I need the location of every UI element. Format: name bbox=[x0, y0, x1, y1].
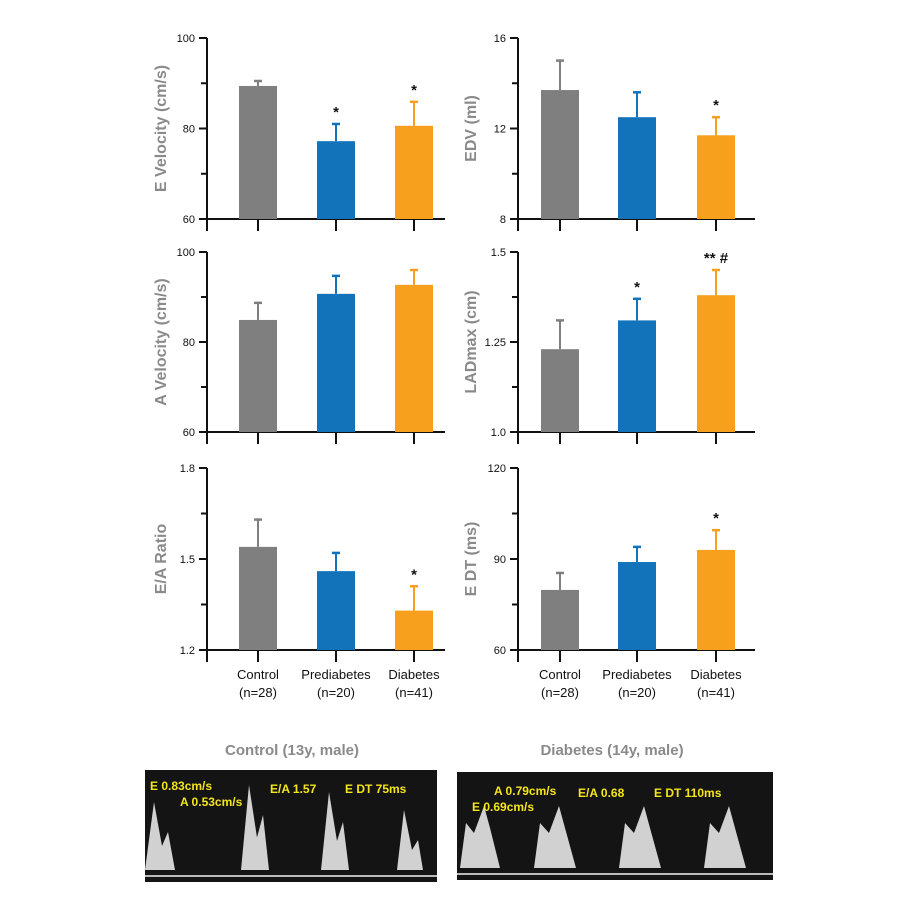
y-tick-label: 90 bbox=[494, 554, 506, 566]
doppler-measurement: E DT 110ms bbox=[654, 786, 722, 800]
doppler-measurement: E 0.83cm/s bbox=[150, 779, 212, 793]
y-tick-label: 8 bbox=[500, 214, 506, 226]
bar-control bbox=[239, 546, 277, 650]
y-tick-label: 1.8 bbox=[180, 463, 195, 475]
y-axis-label: A Velocity (cm/s) bbox=[153, 278, 170, 405]
doppler-image-diabetes: A 0.79cm/s E 0.69cm/s E/A 0.68 E DT 110ms bbox=[457, 772, 773, 880]
bar-control bbox=[541, 349, 579, 432]
doppler-title: Diabetes (14y, male) bbox=[540, 742, 683, 759]
panel-a-velocity-cm-s-: 60 80 100 A Velocity (cm/s) bbox=[153, 247, 445, 444]
significance-marker: * bbox=[634, 279, 640, 296]
category-label: Prediabetes bbox=[301, 667, 371, 682]
y-axis-label: EDV (ml) bbox=[463, 95, 480, 162]
doppler-measurement: A 0.79cm/s bbox=[494, 784, 557, 798]
bar-diabetes bbox=[697, 295, 735, 432]
bar-diabetes bbox=[395, 610, 433, 650]
doppler-measurement: E/A 1.57 bbox=[270, 782, 317, 796]
significance-marker: * bbox=[333, 104, 339, 121]
category-label: Diabetes bbox=[690, 667, 742, 682]
bar-control bbox=[239, 85, 277, 219]
y-axis-label: E DT (ms) bbox=[463, 522, 480, 597]
bar-prediabetes bbox=[618, 562, 656, 650]
panel-edv-ml-: 8 12 16 EDV (ml) * bbox=[463, 33, 755, 231]
y-axis-label: E Velocity (cm/s) bbox=[153, 65, 170, 192]
doppler-wave bbox=[619, 806, 661, 868]
doppler-wave bbox=[397, 810, 423, 870]
doppler-wave bbox=[460, 806, 500, 868]
doppler-background bbox=[145, 770, 437, 882]
y-tick-label: 1.5 bbox=[491, 247, 506, 259]
bar-diabetes bbox=[697, 549, 735, 650]
bar-diabetes bbox=[697, 135, 735, 219]
y-tick-label: 16 bbox=[494, 33, 506, 45]
panel-e-a-ratio: 1.2 1.5 1.8 E/A Ratio * Control (n=28) Prediabe… bbox=[153, 463, 445, 700]
y-axis-label: E/A Ratio bbox=[153, 524, 170, 595]
doppler-measurement: E DT 75ms bbox=[345, 782, 407, 796]
panel-e-dt-ms-: 60 90 120 E DT (ms) * Control (n=28) Prediabete… bbox=[463, 463, 755, 700]
bar-control bbox=[541, 90, 579, 219]
doppler-wave bbox=[321, 792, 349, 870]
panel-ladmax-cm-: 1.0 1.25 1.5 LADmax (cm) * ** # bbox=[463, 247, 755, 444]
y-tick-label: 100 bbox=[177, 247, 195, 259]
y-tick-label: 120 bbox=[488, 463, 506, 475]
category-n: (n=28) bbox=[239, 685, 277, 700]
category-n: (n=20) bbox=[618, 685, 656, 700]
doppler-wave bbox=[704, 806, 746, 868]
category-n: (n=28) bbox=[541, 685, 579, 700]
bar-prediabetes bbox=[317, 141, 355, 219]
doppler-wave bbox=[145, 802, 175, 870]
doppler-title: Control (13y, male) bbox=[225, 742, 359, 759]
y-tick-label: 12 bbox=[494, 124, 506, 136]
bar-prediabetes bbox=[317, 571, 355, 650]
category-label: Control bbox=[539, 667, 581, 682]
significance-marker: ** # bbox=[704, 250, 729, 267]
panel-e-velocity-cm-s-: 60 80 100 E Velocity (cm/s) * * bbox=[153, 33, 445, 231]
bar-prediabetes bbox=[317, 293, 355, 432]
category-label: Diabetes bbox=[388, 667, 440, 682]
doppler-measurement: E 0.69cm/s bbox=[472, 800, 534, 814]
category-label: Prediabetes bbox=[602, 667, 672, 682]
doppler-measurement: A 0.53cm/s bbox=[180, 795, 243, 809]
y-tick-label: 1.2 bbox=[180, 645, 195, 657]
y-tick-label: 1.0 bbox=[491, 427, 506, 439]
y-tick-label: 60 bbox=[494, 645, 506, 657]
bar-prediabetes bbox=[618, 117, 656, 219]
significance-marker: * bbox=[411, 566, 417, 583]
category-label: Control bbox=[237, 667, 279, 682]
y-tick-label: 80 bbox=[183, 337, 195, 349]
y-tick-label: 1.25 bbox=[485, 337, 506, 349]
bar-diabetes bbox=[395, 284, 433, 432]
y-tick-label: 80 bbox=[183, 124, 195, 136]
category-n: (n=20) bbox=[317, 685, 355, 700]
category-n: (n=41) bbox=[395, 685, 433, 700]
y-tick-label: 60 bbox=[183, 214, 195, 226]
y-tick-label: 100 bbox=[177, 33, 195, 45]
doppler-wave bbox=[241, 785, 269, 870]
y-tick-label: 1.5 bbox=[180, 554, 195, 566]
doppler-measurement: E/A 0.68 bbox=[578, 786, 625, 800]
significance-marker: * bbox=[713, 510, 719, 527]
significance-marker: * bbox=[713, 97, 719, 114]
bar-diabetes bbox=[395, 125, 433, 219]
significance-marker: * bbox=[411, 82, 417, 99]
category-n: (n=41) bbox=[697, 685, 735, 700]
bar-prediabetes bbox=[618, 320, 656, 432]
bar-control bbox=[541, 589, 579, 650]
bar-control bbox=[239, 319, 277, 432]
y-axis-label: LADmax (cm) bbox=[463, 290, 480, 393]
doppler-image-control: E 0.83cm/s A 0.53cm/s E/A 1.57 E DT 75ms bbox=[145, 770, 437, 882]
doppler-wave bbox=[534, 806, 576, 868]
y-tick-label: 60 bbox=[183, 427, 195, 439]
